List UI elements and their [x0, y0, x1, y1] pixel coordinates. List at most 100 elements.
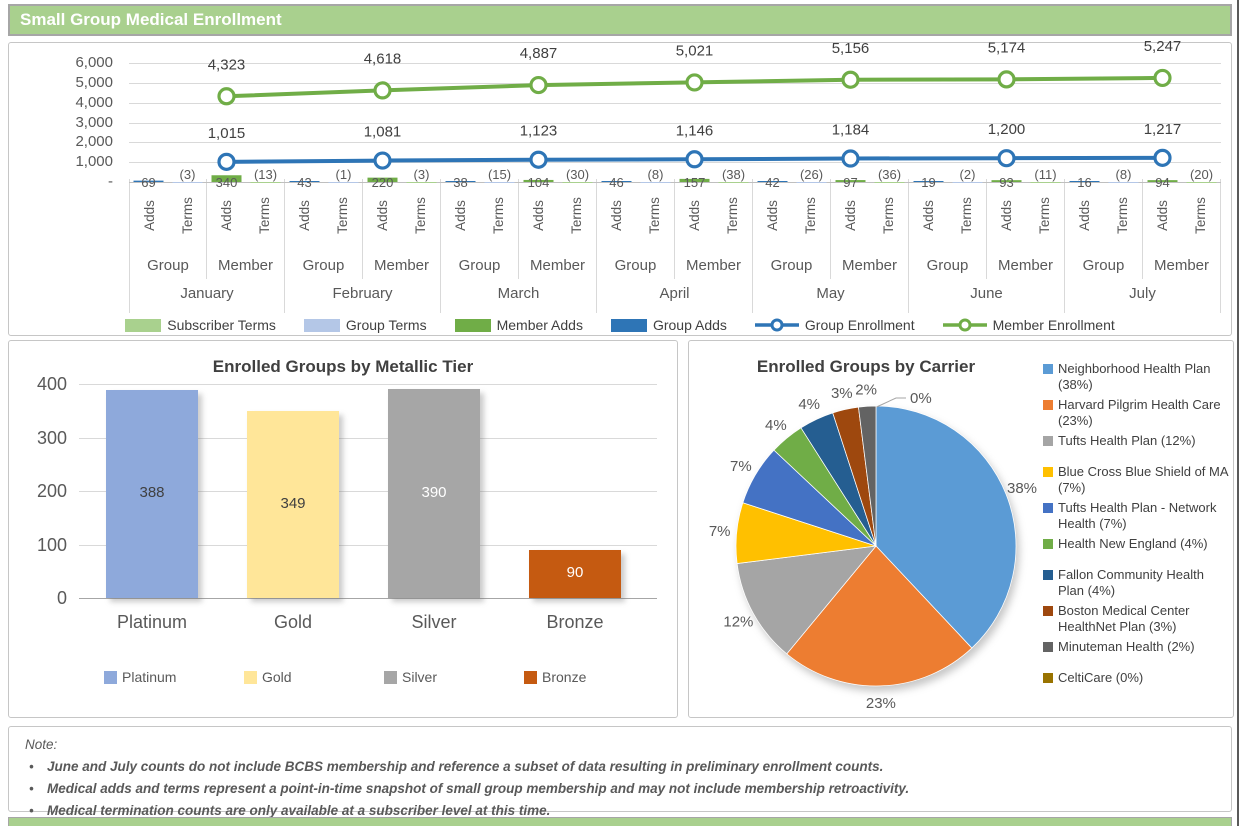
legend-label: Silver [402, 669, 438, 685]
bar-group-terms [328, 182, 359, 183]
bar-bronze: 90 [529, 549, 621, 598]
pie-legend-label: Boston Medical Center HealthNet Plan (3%… [1058, 603, 1190, 634]
group-enrollment-label: 1,123 [520, 123, 558, 140]
pie-legend-label: Neighborhood Health Plan (38%) [1058, 361, 1211, 392]
bar-value-label: 390 [421, 483, 447, 501]
data-label-member-adds: 104 [528, 175, 550, 190]
legend-label: Gold [262, 669, 292, 685]
month-label: March [441, 279, 597, 313]
legend-label: Member Adds [496, 317, 583, 333]
data-label-group-terms: (8) [648, 167, 664, 182]
bullet-icon: • [29, 781, 34, 796]
axis-slot-label: Adds [998, 199, 1014, 231]
pie-chart-title: Enrolled Groups by Carrier [756, 357, 976, 376]
bar-group-adds [1069, 181, 1100, 182]
y-axis-tick-label: - [108, 173, 113, 190]
axis-group-label: Member [363, 251, 441, 279]
axis-group-label: Group [1065, 251, 1143, 279]
pie-legend-swatch [1043, 673, 1053, 683]
window-right-edge [1237, 0, 1239, 826]
axis-slot-label: Adds [1076, 199, 1092, 231]
group-enrollment-marker [373, 151, 392, 170]
next-section-header-partial [8, 817, 1232, 826]
enrollment-combo-chart[interactable]: 6,000 5,000 4,000 3,000 2,000 1,000 - 69 43 38 46 4… [8, 38, 1232, 337]
data-label-member-adds: 340 [216, 175, 238, 190]
axis-slot-label: Adds [842, 199, 858, 231]
bar-member-adds [367, 177, 398, 182]
legend-swatch [610, 318, 647, 332]
carrier-pie-chart[interactable]: Enrolled Groups by Carrier 38% 23% 12% 7% 7%… [688, 340, 1234, 718]
legend-label: Group Adds [652, 317, 727, 333]
bar-category-label: Platinum [116, 612, 188, 632]
axis-slot-label: Adds [686, 199, 702, 231]
pie-chart-plot: 38% 23% 12% 7% 7% 4% 4% 3% 2% 0% [709, 381, 1037, 712]
month-label: April [597, 279, 753, 313]
pie-legend-swatch [1043, 503, 1053, 513]
group-enrollment-label: 1,184 [832, 122, 870, 139]
member-enrollment-label: 4,323 [208, 56, 246, 73]
pie-legend-item-health-new-england: Health New England (4%) [1043, 536, 1231, 552]
pie-percent-label-health-new-england: 4% [765, 417, 787, 434]
member-enrollment-marker [373, 81, 392, 100]
member-enrollment-label: 4,887 [520, 45, 558, 62]
pie-legend-swatch [1043, 642, 1053, 652]
y-axis-tick-label: 3,000 [75, 113, 113, 131]
axis-slot-label: Terms [491, 196, 507, 234]
group-enrollment-label: 1,217 [1144, 121, 1182, 138]
axis-slot-label: Adds [764, 199, 780, 231]
note-item-text: June and July counts do not include BCBS… [47, 759, 884, 774]
axis-slot-label: Terms [803, 196, 819, 234]
axis-slot-label: Adds [218, 199, 234, 231]
bar-y-axis-tick-label: 400 [36, 374, 67, 394]
axis-slot-label: Terms [1193, 196, 1209, 234]
group-enrollment-marker [997, 149, 1016, 168]
bar-gridline [79, 491, 657, 492]
pie-legend-label: CeltiCare (0%) [1058, 670, 1144, 685]
pie-legend-swatch [1043, 400, 1053, 410]
pie-legend-group: CeltiCare (0%) [1043, 670, 1231, 686]
bar-y-axis-tick-label: 200 [36, 481, 67, 501]
legend-line-marker-glyph [942, 318, 987, 332]
bar-group-adds [445, 181, 476, 182]
bar-value-label: 349 [280, 494, 306, 512]
bar-subscriber-terms [562, 182, 593, 183]
axis-subgroup-cell: Adds Terms [831, 179, 909, 251]
data-label-group-adds: 46 [609, 175, 623, 190]
bar-group-adds [133, 180, 164, 182]
axis-slot-label: Adds [296, 199, 312, 231]
axis-slot-label: Terms [647, 196, 663, 234]
month-label: January [129, 279, 285, 313]
enrollment-combo-chart-body: 6,000 5,000 4,000 3,000 2,000 1,000 - 69 43 38 46 4… [9, 38, 1231, 337]
month-label: February [285, 279, 441, 313]
data-label-member-adds: 93 [999, 175, 1013, 190]
pie-legend-swatch [1043, 436, 1053, 446]
bar-gridline [79, 598, 657, 599]
bar-member-adds [1147, 180, 1178, 182]
axis-subgroup-cell: Adds Terms [207, 179, 285, 251]
y-axis-tick-label: 6,000 [75, 54, 113, 71]
axis-slot-label: Adds [141, 199, 157, 231]
bar-subscriber-terms [874, 182, 905, 183]
axis-group-label: Group [129, 251, 207, 279]
axis-group-label: Member [987, 251, 1065, 279]
group-enrollment-label: 1,146 [676, 122, 714, 139]
group-enrollment-label: 1,015 [208, 125, 246, 142]
pie-legend-item-fallon-community-health-plan: Fallon Community Health Plan (4%) [1043, 567, 1231, 599]
axis-subgroup-cell: Adds Terms [363, 179, 441, 251]
combo-chart-legend: Subscriber Terms Group Terms Member Adds Gr… [9, 313, 1231, 337]
data-label-member-adds: 220 [372, 175, 394, 190]
bar-member-adds [835, 180, 866, 182]
axis-slot-label: Adds [530, 199, 546, 231]
data-label-group-terms: (8) [1116, 167, 1132, 182]
bar-member-adds [523, 179, 554, 182]
axis-subgroup-cell: Adds Terms [909, 179, 987, 251]
data-label-subscriber-terms: (36) [878, 167, 901, 182]
axis-month-row: January February March April May June July [129, 279, 1221, 313]
pie-percent-label-blue-cross-blue-shield-of-ma: 7% [709, 523, 731, 540]
bar-subscriber-terms [250, 182, 281, 183]
legend-swatch [524, 670, 537, 684]
bullet-icon: • [29, 803, 34, 818]
data-label-subscriber-terms: (11) [1034, 167, 1056, 182]
pie-legend-item-neighborhood-health-plan: Neighborhood Health Plan (38%) [1043, 361, 1231, 393]
metallic-tier-bar-chart[interactable]: Enrolled Groups by Metallic Tier 400 300 2… [8, 340, 678, 718]
